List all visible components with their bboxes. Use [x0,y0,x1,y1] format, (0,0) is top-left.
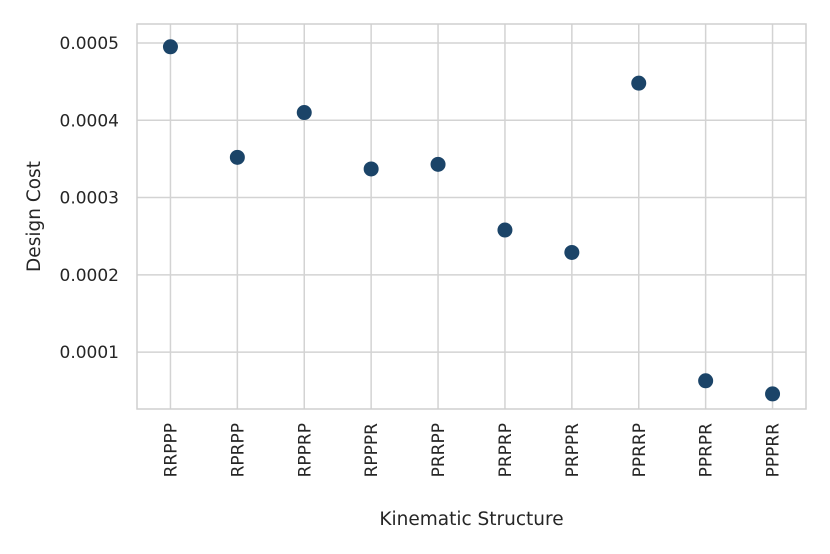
x-tick-label: PRRPP [429,423,449,477]
plot-frame [136,23,807,410]
y-tick-label: 0.0001 [60,343,119,363]
y-axis-label: Design Cost [24,161,45,272]
x-tick-label: PRPRP [496,423,516,477]
x-tick-label: PRPPR [563,423,583,478]
data-point [162,39,178,55]
y-tick-label: 0.0002 [60,266,119,286]
x-tick-label: PPPRR [764,423,784,478]
data-point [564,244,580,260]
data-point [229,149,245,165]
x-tick-label: PPRPR [697,423,717,478]
data-points [162,39,781,402]
y-tick-label: 0.0003 [60,189,119,209]
data-point [765,386,781,402]
data-point [631,75,647,91]
data-point [296,105,312,121]
x-tick-label: RPRPP [228,423,248,477]
x-tick-label: RRPPP [161,423,181,477]
y-axis-ticks: 0.0001 0.0002 0.0003 0.0004 0.0005 [60,34,119,363]
data-point [497,222,513,238]
y-tick-label: 0.0005 [60,34,119,54]
data-point [430,156,446,172]
grid [137,24,806,409]
x-tick-label: RPPPR [362,423,382,478]
data-point [363,161,379,177]
y-tick-label: 0.0004 [60,111,119,131]
x-tick-label: PPRRP [630,423,650,477]
x-tick-label: RPPRP [295,423,315,477]
data-point [698,373,714,389]
x-axis-label: Kinematic Structure [379,509,563,530]
x-axis-ticks: RRPPP RPRPP RPPRP RPPPR PRRPP PRPRP PRPPR PPRRP… [161,423,783,478]
